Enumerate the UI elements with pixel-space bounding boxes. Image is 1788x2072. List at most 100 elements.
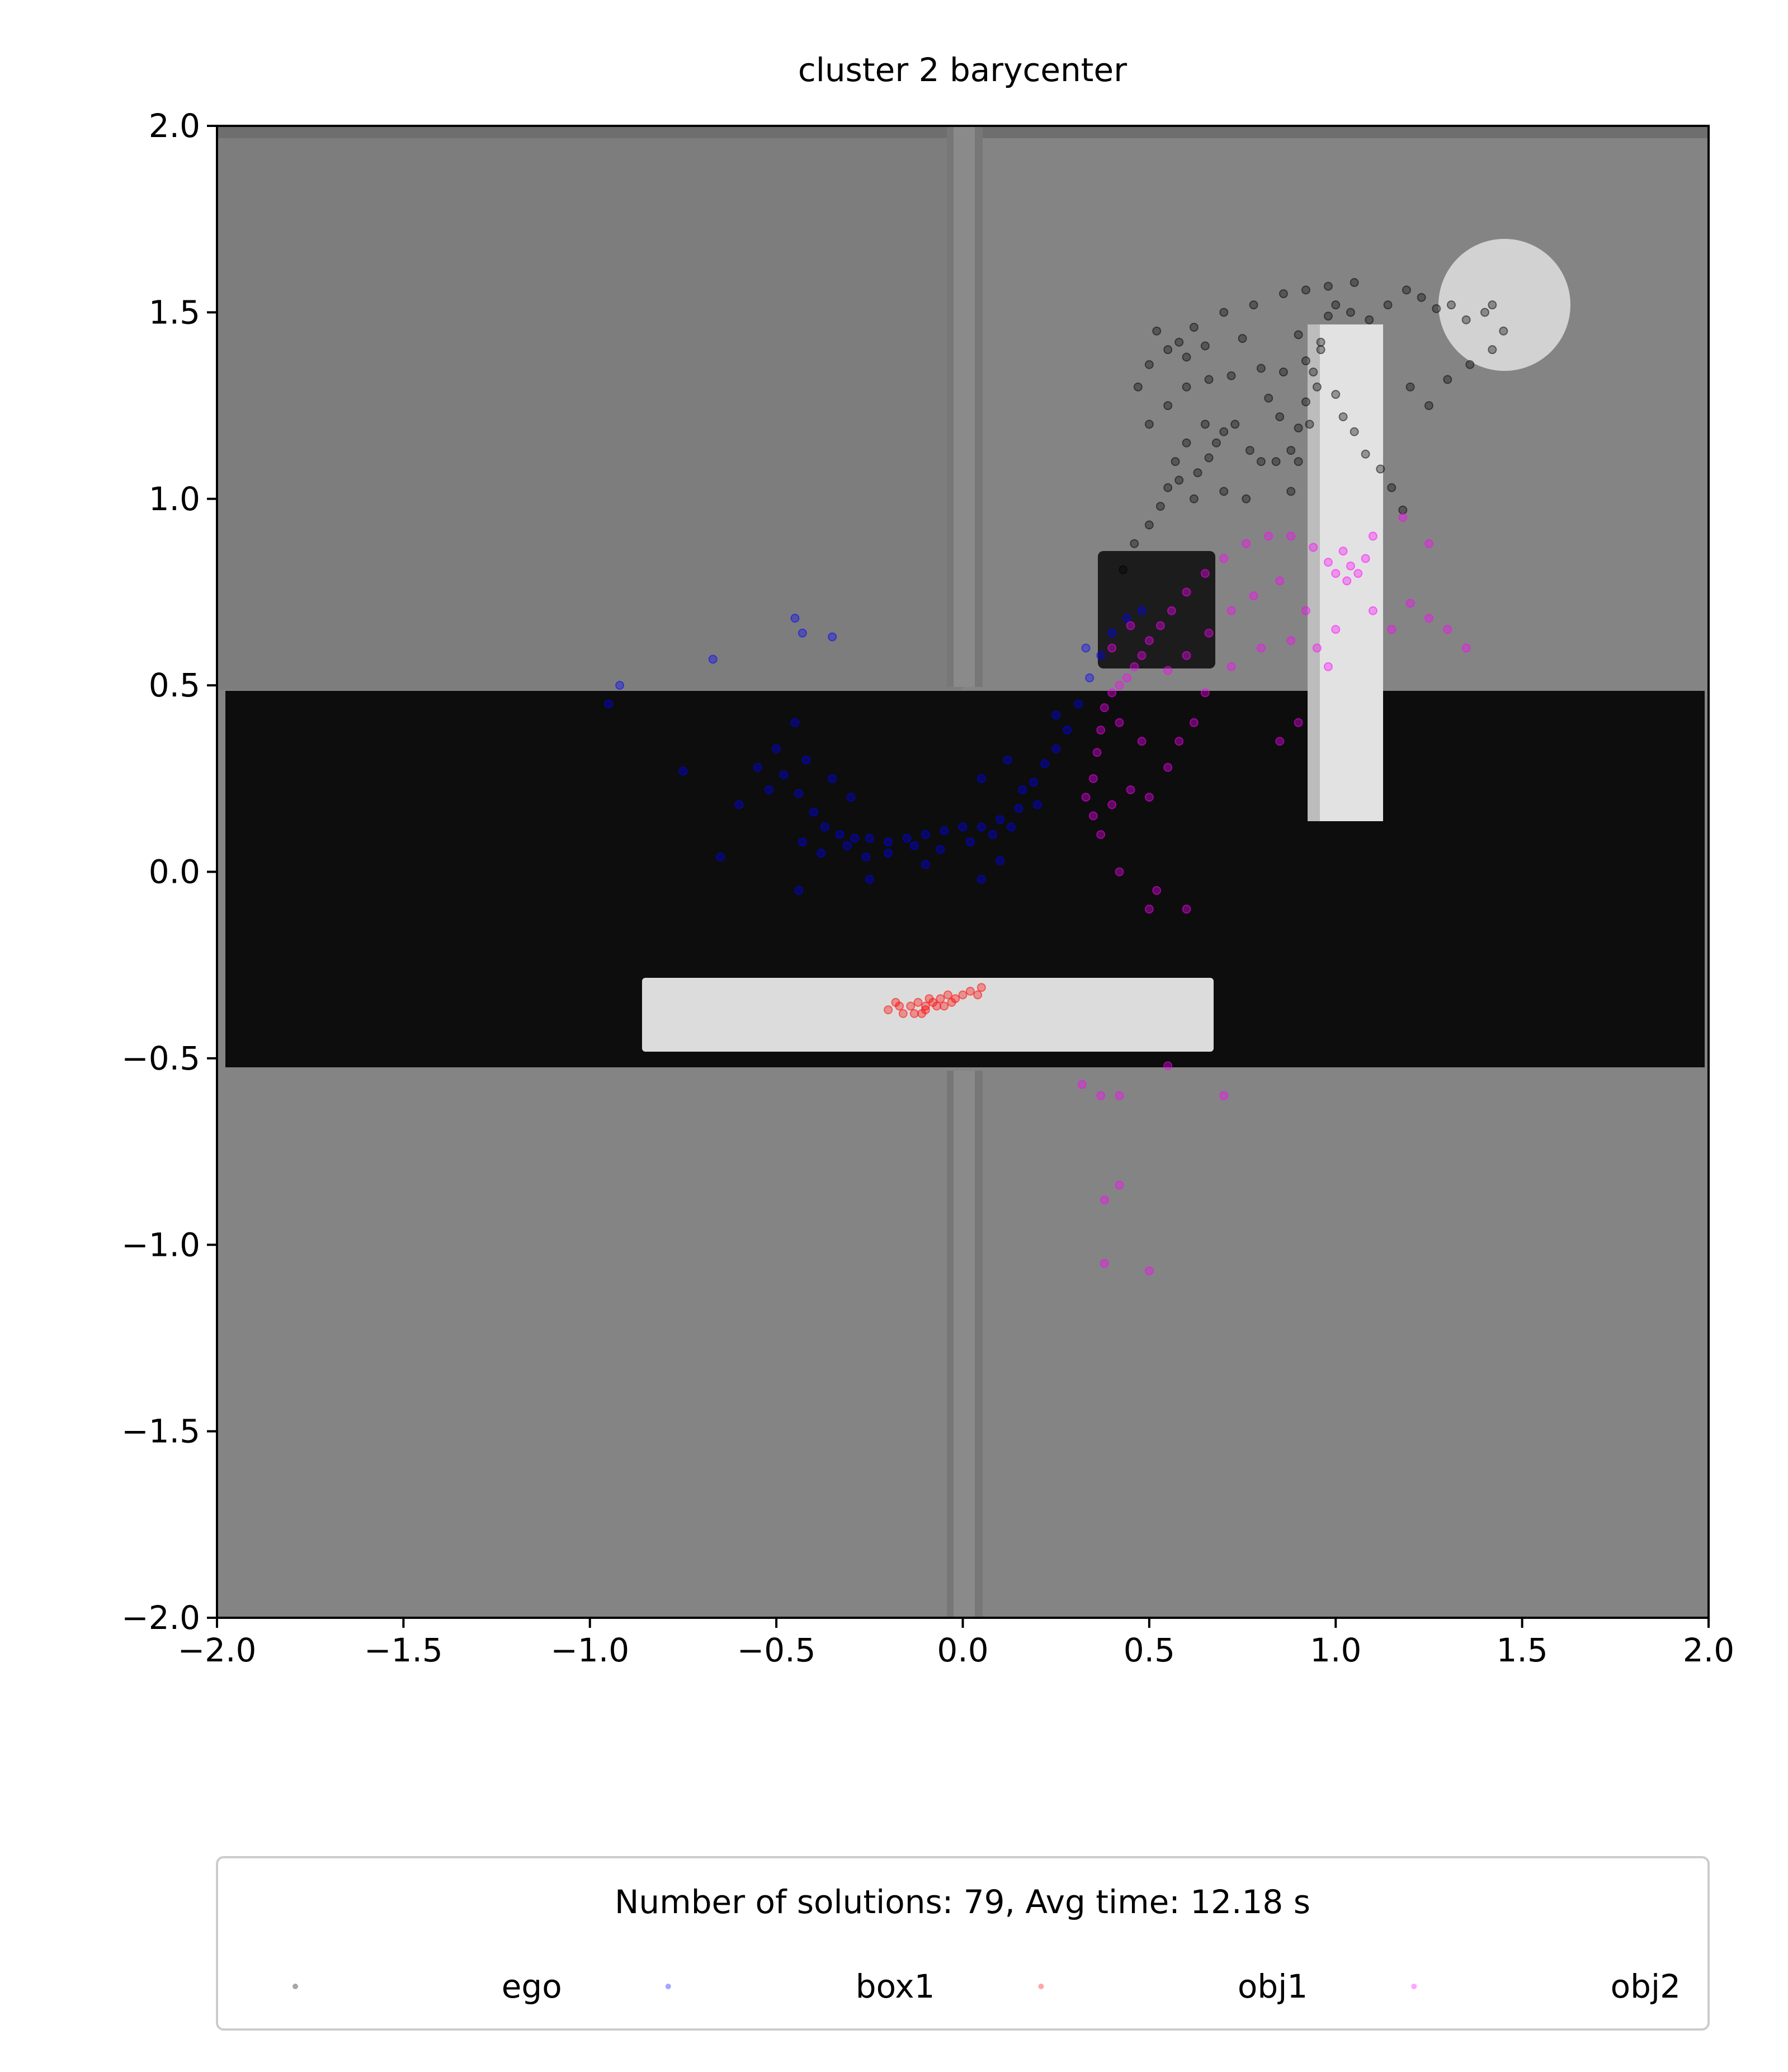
obj2-point: [1096, 1091, 1106, 1100]
obj2-point: [1301, 606, 1310, 615]
ego-point: [1286, 446, 1296, 455]
ego-point: [1499, 326, 1508, 336]
obj1-point: [947, 997, 956, 1007]
box1-point: [996, 856, 1005, 865]
obj2-point: [1256, 643, 1266, 653]
obj2-point: [1115, 1091, 1124, 1100]
box1-point: [604, 699, 614, 709]
obj2-point: [1226, 606, 1236, 615]
box1-point: [1007, 822, 1016, 832]
ego-point: [1338, 412, 1348, 422]
box1-point: [835, 830, 845, 839]
obj2-point: [1424, 614, 1433, 623]
box1-point: [976, 822, 986, 832]
obj2-point: [1163, 1061, 1173, 1071]
obj2-point: [1200, 569, 1210, 578]
series-ego: [1119, 278, 1508, 574]
obj1-point: [884, 1005, 893, 1015]
obj1-point: [898, 1009, 908, 1018]
x-tick-label: 0.0: [937, 1631, 988, 1669]
obj2-point: [1346, 561, 1355, 571]
box1-point: [1029, 778, 1039, 787]
obj2-point: [1107, 800, 1117, 809]
obj2-point: [1088, 774, 1098, 783]
box1-point: [828, 774, 837, 783]
ego-point: [1398, 505, 1408, 515]
ego-point: [1174, 337, 1184, 347]
box1-point: [798, 628, 807, 638]
obj2-point: [1155, 621, 1165, 630]
box1-point: [708, 654, 718, 664]
obj2-point: [1077, 1080, 1087, 1089]
obj1-point: [909, 1009, 919, 1018]
obj2-point: [1144, 905, 1154, 914]
ego-point: [1323, 312, 1333, 321]
obj2-point: [1249, 591, 1258, 601]
x-tick-label: 2.0: [1683, 1631, 1734, 1669]
ego-point: [1316, 345, 1325, 355]
box1-point: [809, 807, 818, 817]
box1-point: [884, 837, 893, 847]
ego-point: [1193, 468, 1202, 478]
box1-point: [1003, 755, 1012, 765]
box1-point: [734, 800, 744, 809]
legend-label-ego: ego: [502, 1967, 562, 2005]
obj2-point: [1100, 1195, 1109, 1205]
ego-point: [1144, 360, 1154, 369]
box1-point: [1085, 673, 1094, 682]
x-tick-label: 1.5: [1497, 1631, 1548, 1669]
obj2-point: [1294, 718, 1303, 727]
x-tick-label: −2.0: [178, 1631, 257, 1669]
box1-point: [850, 833, 860, 843]
obj1-point: [932, 1001, 941, 1011]
ego-point: [1294, 330, 1303, 340]
ego-point: [1249, 300, 1258, 310]
ego-point: [1301, 285, 1310, 295]
ego-point: [1312, 382, 1322, 392]
legend-label-obj2: obj2: [1611, 1967, 1681, 2005]
obj2-point: [1152, 886, 1162, 895]
obj2-point: [1368, 606, 1377, 615]
obj2-point: [1137, 737, 1147, 746]
scene-wall-lower-highlight: [954, 1071, 975, 1618]
obj2-point: [1204, 628, 1214, 638]
box1-point: [794, 789, 804, 798]
ego-point: [1204, 453, 1214, 463]
box1-point: [902, 833, 912, 843]
ego-point: [1242, 494, 1251, 503]
box1-point: [678, 766, 688, 776]
y-tick-label: −0.5: [121, 1039, 200, 1077]
chart-title: cluster 2 barycenter: [798, 51, 1127, 89]
series-obj2: [1077, 513, 1471, 1275]
obj1-point: [965, 986, 975, 996]
ego-point: [1219, 308, 1229, 317]
scene-floor-shade: [217, 126, 963, 690]
obj2-point: [1144, 793, 1154, 802]
y-tick-label: 0.0: [149, 853, 200, 891]
box1-point: [779, 770, 789, 780]
y-tick-label: 2.0: [149, 107, 200, 145]
ego-point: [1238, 334, 1247, 343]
ego-point: [1402, 285, 1411, 295]
obj1-point: [940, 1001, 949, 1011]
box1-point: [801, 755, 811, 765]
ego-point: [1279, 368, 1288, 377]
obj2-point: [1115, 718, 1124, 727]
ego-point: [1294, 423, 1303, 433]
box1-point: [976, 874, 986, 884]
obj1-point: [924, 994, 934, 1004]
ego-point: [1331, 300, 1341, 310]
scene-dark-box: [1098, 551, 1215, 668]
box1-point: [861, 852, 871, 861]
ego-point: [1219, 487, 1229, 496]
ego-point: [1376, 464, 1385, 474]
box1-point: [764, 785, 773, 794]
box1-point: [909, 841, 919, 850]
ego-point: [1383, 300, 1393, 310]
ego-point: [1301, 356, 1310, 366]
obj2-point: [1144, 1266, 1154, 1275]
obj2-point: [1312, 643, 1322, 653]
box1-point: [1096, 651, 1106, 660]
obj2-point: [1182, 905, 1191, 914]
obj2-point: [1264, 531, 1273, 541]
